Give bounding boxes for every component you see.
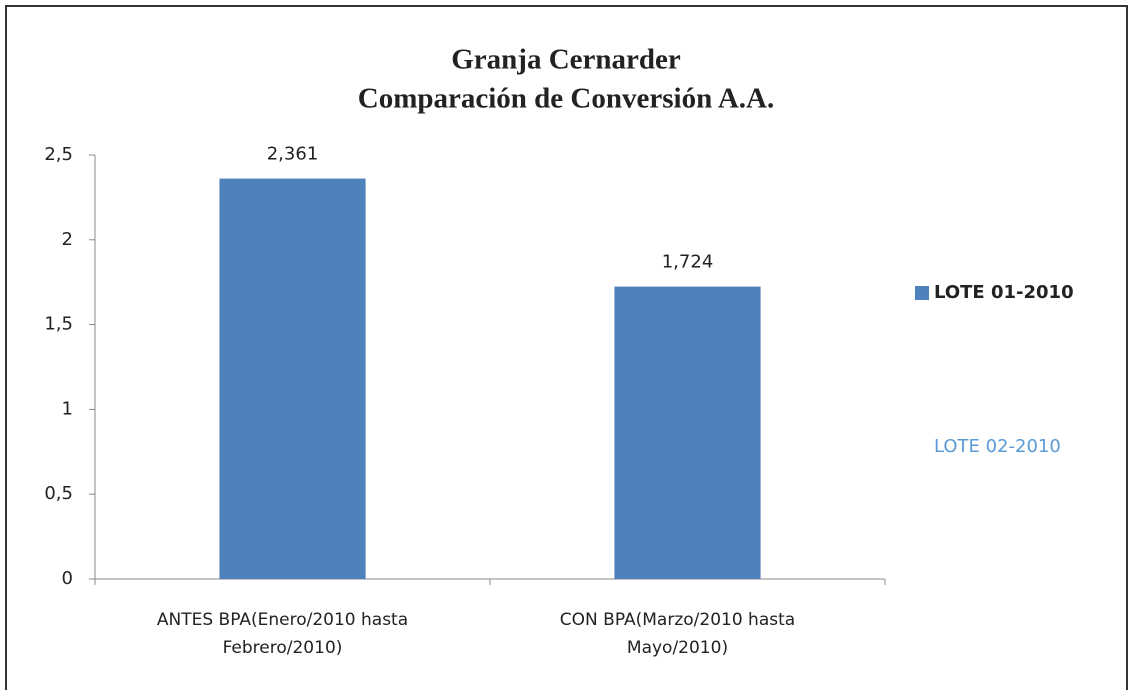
- bar: [614, 286, 761, 579]
- y-tick-label: 2,5: [44, 144, 73, 165]
- x-tick-label: CON BPA(Marzo/2010 hasta Mayo/2010): [559, 610, 796, 658]
- y-tick-label: 1,5: [44, 314, 73, 335]
- y-tick-label: 2: [62, 229, 73, 250]
- legend-swatch: [915, 286, 929, 300]
- chart-title: Granja Cernarder: [451, 44, 681, 76]
- y-tick-label: 0,5: [44, 483, 73, 504]
- legend-label: LOTE 01-2010: [934, 282, 1074, 303]
- x-tick-label: ANTES BPA(Enero/2010 hasta Febrero/2010): [156, 610, 409, 658]
- value-label: 2,361: [267, 144, 319, 165]
- y-tick-label: 0: [62, 568, 73, 589]
- chart-border: [5, 5, 1128, 690]
- legend-label: LOTE 02-2010: [934, 436, 1061, 457]
- value-label: 1,724: [662, 252, 714, 273]
- bar: [219, 178, 366, 579]
- y-tick-label: 1: [62, 398, 73, 419]
- chart-subtitle: Comparación de Conversión A.A.: [358, 83, 774, 115]
